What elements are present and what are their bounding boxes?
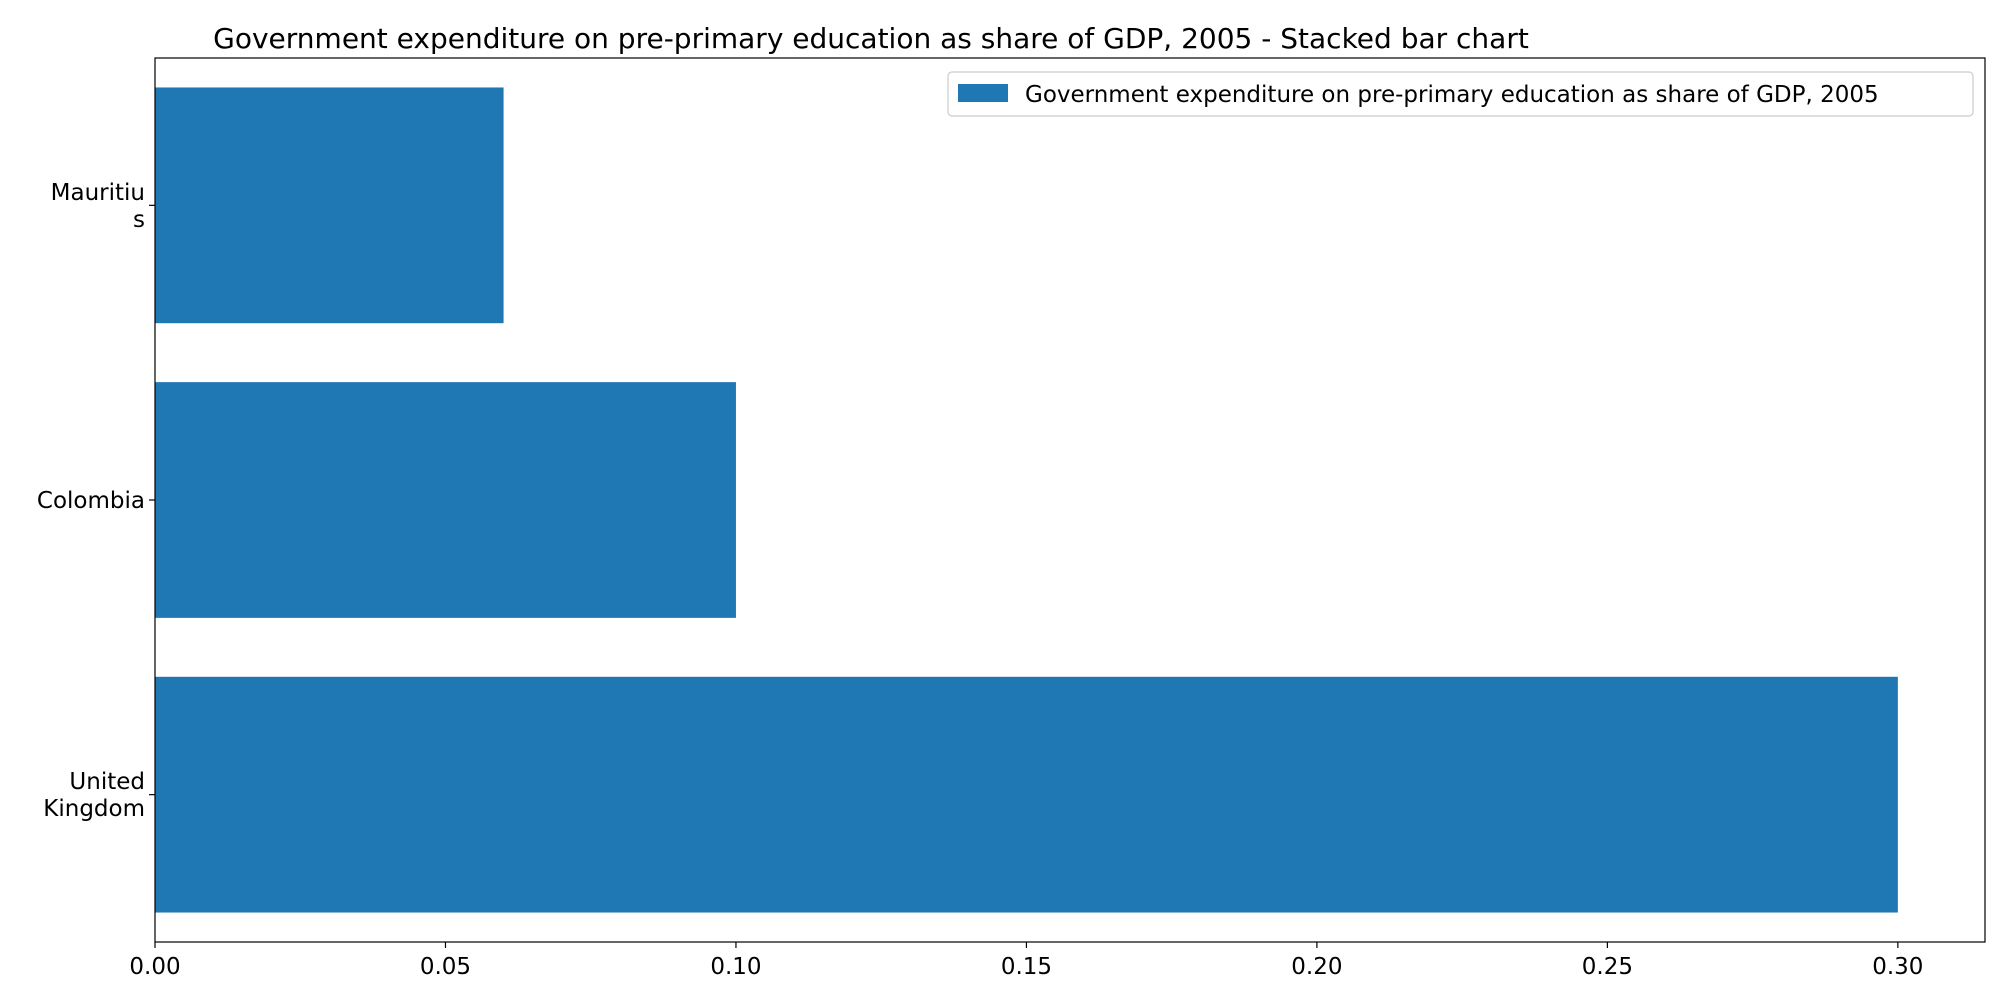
bar-colombia	[155, 382, 736, 618]
y-tick-label: United	[69, 769, 145, 795]
x-tick-label: 0.25	[1582, 954, 1633, 980]
axes-frame	[154, 57, 1986, 943]
y-tick-label: Colombia	[37, 488, 145, 514]
bar-mauritiu-s	[155, 87, 504, 324]
legend-box	[947, 71, 1974, 117]
x-tick-label: 0.05	[420, 954, 471, 980]
y-tick-label: s	[133, 207, 145, 233]
x-tick-label: 0.15	[1001, 954, 1052, 980]
chart-title: Government expenditure on pre-primary ed…	[213, 22, 1529, 55]
legend-swatch	[958, 84, 1008, 102]
y-tick-label: Kingdom	[43, 796, 145, 822]
x-tick-label: 0.30	[1872, 954, 1923, 980]
x-tick-label: 0.20	[1291, 954, 1342, 980]
legend-label: Government expenditure on pre-primary ed…	[1025, 82, 1879, 108]
bar-united-kingdom	[155, 676, 1898, 913]
x-tick-label: 0.10	[710, 954, 761, 980]
y-tick-label: Mauritiu	[51, 180, 145, 206]
x-tick-label: 0.00	[129, 954, 180, 980]
